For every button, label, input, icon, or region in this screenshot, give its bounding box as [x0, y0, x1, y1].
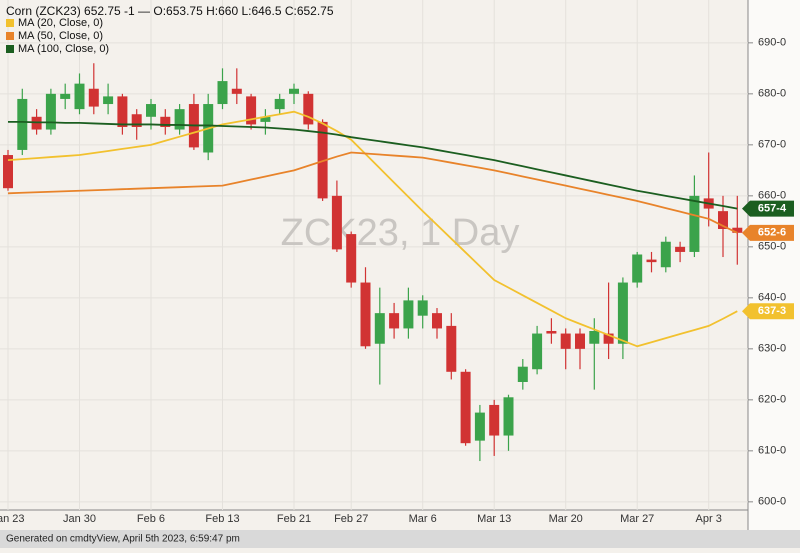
candle-body: [460, 371, 471, 444]
candle-body: [88, 88, 99, 107]
candle-body: [103, 96, 114, 105]
candle-body: [517, 366, 528, 382]
candle-body: [546, 330, 557, 334]
candle-body: [646, 259, 657, 263]
x-tick-label: Feb 6: [137, 513, 165, 525]
legend-label: MA (20, Close, 0): [18, 17, 103, 29]
candle-body: [317, 121, 328, 199]
y-tick-label: 680-0: [758, 88, 786, 100]
y-tick-label: 640-0: [758, 292, 786, 304]
last-value-tag: [742, 303, 794, 320]
last-value-tag: [742, 224, 794, 241]
candle-body: [346, 234, 357, 283]
candle-body: [17, 98, 28, 150]
candle-body: [575, 333, 585, 349]
y-tick-label: 660-0: [758, 190, 786, 202]
candle-body: [231, 88, 242, 94]
y-tick-label: 670-0: [758, 139, 786, 151]
x-tick-label: Mar 27: [620, 513, 654, 525]
candle-body: [474, 412, 485, 441]
candle-body: [432, 313, 442, 329]
candle-body: [689, 195, 700, 252]
candle-body: [632, 254, 643, 283]
ma-line: [8, 120, 738, 210]
y-tick-label: 610-0: [758, 445, 786, 457]
candle-body: [617, 282, 628, 344]
candle-body: [274, 98, 285, 110]
legend-swatch: [6, 45, 14, 53]
last-value-label: 657-4: [758, 202, 787, 214]
candle-body: [289, 88, 299, 94]
legend-label: MA (50, Close, 0): [18, 30, 103, 42]
y-tick-label: 690-0: [758, 37, 786, 49]
candle-body: [675, 246, 686, 252]
plot: [3, 63, 743, 462]
candle-body: [603, 333, 614, 344]
candle-body: [718, 211, 728, 229]
candle-body: [660, 241, 671, 268]
x-tick-label: Mar 6: [409, 513, 437, 525]
last-value-tag: [742, 200, 794, 217]
candle-body: [532, 333, 543, 370]
x-tick-label: Feb 13: [205, 513, 239, 525]
x-tick-label: Feb 21: [277, 513, 311, 525]
candle-body: [60, 93, 71, 99]
y-tick-label: 620-0: [758, 394, 786, 406]
candle-body: [560, 333, 571, 349]
chart-title: Corn (ZCK23) 652.75 -1 — O:653.75 H:660 …: [6, 4, 334, 18]
watermark: ZCK23, 1 Day: [281, 212, 520, 254]
x-tick-label: Mar 20: [549, 513, 583, 525]
candle-body: [732, 227, 743, 233]
legend-label: MA (100, Close, 0): [18, 43, 109, 55]
candle-body: [389, 313, 400, 329]
candle-body: [360, 282, 371, 347]
candle-body: [260, 116, 271, 122]
candle-body: [246, 96, 257, 125]
ma-line: [7, 110, 738, 348]
y-tick-label: 650-0: [758, 241, 786, 253]
x-tick-label: Jan 23: [0, 513, 25, 525]
footer: Generated on cmdtyView, April 5th 2023, …: [6, 534, 240, 545]
candle-body: [117, 96, 128, 127]
candle-body: [374, 313, 385, 344]
candle-body: [146, 104, 156, 117]
candle-body: [131, 114, 142, 127]
candle-body: [74, 83, 85, 110]
candle-body: [217, 81, 228, 105]
candle-body: [160, 116, 171, 127]
y-tick-label: 630-0: [758, 343, 786, 355]
y-axis-panel: [748, 0, 800, 530]
x-tick-label: Feb 27: [334, 513, 368, 525]
candle-body: [589, 330, 600, 344]
last-value-label: 637-3: [758, 305, 786, 317]
candle-body: [446, 325, 457, 372]
candle-body: [503, 397, 514, 436]
x-tick-label: Mar 13: [477, 513, 511, 525]
x-tick-label: Jan 30: [63, 513, 96, 525]
footer-bar: [0, 530, 800, 548]
legend: MA (20, Close, 0)MA (50, Close, 0)MA (10…: [6, 17, 109, 55]
candle-body: [45, 93, 56, 130]
candle-body: [303, 93, 314, 125]
candle-body: [174, 109, 185, 130]
candle-body: [331, 195, 342, 250]
ma-line: [7, 151, 738, 234]
last-value-label: 652-6: [758, 227, 786, 239]
candle-body: [3, 155, 13, 189]
candle-body: [489, 404, 500, 436]
legend-swatch: [6, 19, 14, 27]
legend-swatch: [6, 32, 14, 40]
x-tick-label: Apr 3: [696, 513, 722, 525]
y-tick-label: 600-0: [758, 496, 786, 508]
candle-body: [417, 300, 428, 316]
candle-body: [403, 300, 414, 329]
